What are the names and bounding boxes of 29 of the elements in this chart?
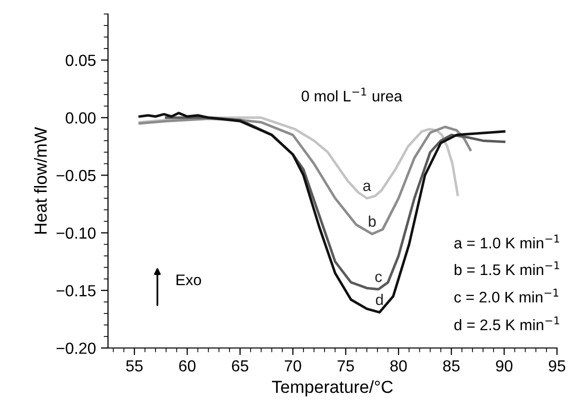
x-tick-label: 70 — [284, 360, 302, 372]
x-tick-label: 65 — [232, 360, 248, 372]
y-axis-title: Heat flow/mW — [34, 127, 47, 234]
series-label: d — [376, 294, 383, 306]
series-label: c — [375, 274, 382, 282]
annotation: c = 2.0 K min$^{−1}$ — [454, 288, 558, 303]
annotation: a = 1.0 K min$^{−1}$ — [454, 234, 560, 248]
y-tick-label: 0.00 — [66, 112, 96, 124]
x-tick-label: 55 — [126, 360, 143, 372]
series-label: a — [363, 182, 372, 192]
y-tick-label: −0.05 — [56, 170, 96, 182]
line-series — [138, 112, 506, 314]
y-tick-label: −0.15 — [56, 285, 96, 296]
y-tick-label: 0.05 — [66, 54, 96, 66]
y-tick-label: −0.10 — [56, 227, 96, 239]
x-tick-label: 90 — [496, 360, 512, 372]
x-tick-label: 95 — [548, 360, 566, 372]
x-axis-title: Temperature/°C — [272, 380, 393, 396]
annotation: Exo — [176, 274, 202, 286]
x-tick-label: 60 — [179, 360, 196, 372]
x-tick-label: 85 — [443, 360, 460, 372]
x-tick-label: 75 — [338, 360, 354, 372]
x-tick-label: 80 — [390, 360, 407, 372]
line-series — [138, 118, 472, 236]
annotation: d = 2.5 K min$^{−1}$ — [454, 316, 560, 330]
series-label: b — [368, 216, 376, 227]
annotation: b = 1.5 K min$^{−1}$ — [454, 261, 560, 276]
y-tick-label: −0.20 — [56, 342, 96, 354]
annotation: 0 mol L$^{−1}$ urea — [302, 88, 402, 102]
